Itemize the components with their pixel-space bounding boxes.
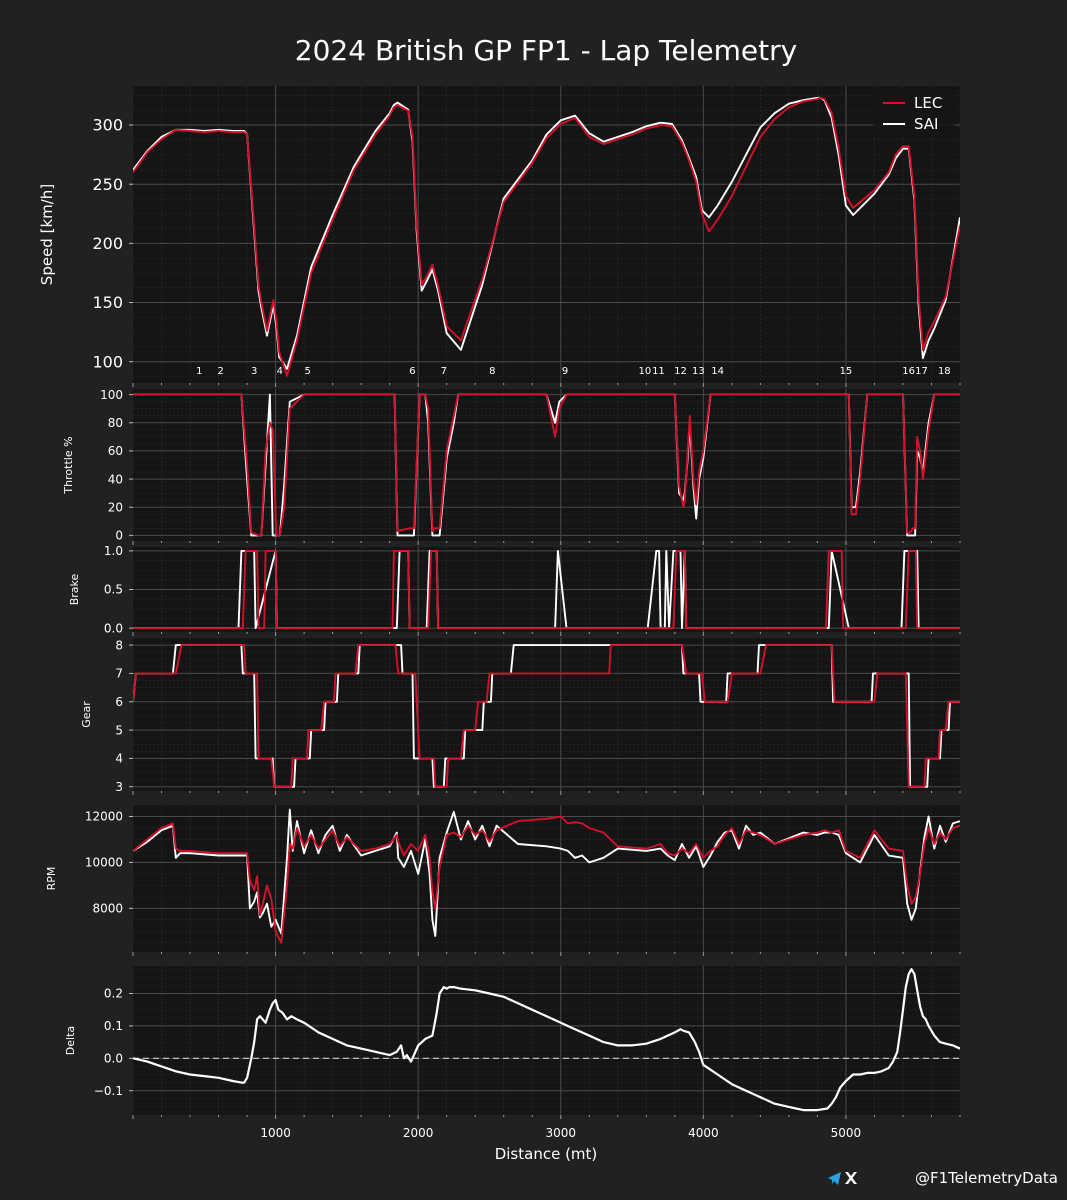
corner-label: 1 xyxy=(196,366,202,377)
x-logo-icon xyxy=(845,1172,857,1184)
y-tick-label: 60 xyxy=(108,444,123,458)
y-tick-label: 8 xyxy=(115,638,123,652)
delta-y-label: Delta xyxy=(64,1026,77,1055)
gear-series-lec-line xyxy=(133,644,960,788)
delta-panel: −0.1 0.0 0.1 0.2 Delta 1000 2000 3000 4000 5000 xyxy=(64,966,961,1140)
rpm-panel: 8000 10000 12000 RPM xyxy=(45,804,961,956)
y-tick-label: 7 xyxy=(115,667,123,681)
telegram-icon xyxy=(828,1172,841,1185)
y-tick-label: 12000 xyxy=(85,810,123,824)
delta-series-delta-line xyxy=(133,968,960,1112)
throttle-panel: 0 20 40 60 80 100 Throttle % xyxy=(62,388,961,545)
speed-series-lec-line xyxy=(133,96,960,377)
brake-y-label: Brake xyxy=(68,573,81,605)
gear-panel: 3 4 5 6 7 8 Gear xyxy=(80,637,961,795)
chart-title: 2024 British GP FP1 - Lap Telemetry xyxy=(295,34,797,67)
y-tick-label: 0.1 xyxy=(104,1019,123,1033)
watermark: @F1TelemetryData xyxy=(828,1169,1058,1187)
y-tick-label: 200 xyxy=(92,234,123,253)
y-tick-label: 100 xyxy=(92,352,123,371)
y-tick-label: 0.0 xyxy=(104,621,123,635)
y-tick-label: 4 xyxy=(115,752,123,766)
corner-label: 9 xyxy=(562,366,568,377)
rpm-series-sai-line xyxy=(133,808,960,937)
y-tick-label: 300 xyxy=(92,116,123,135)
x-axis-label: Distance (mt) xyxy=(495,1145,598,1163)
y-tick-label: 250 xyxy=(92,175,123,194)
corner-label: 11 xyxy=(652,366,665,377)
corner-label: 14 xyxy=(711,366,724,377)
speed-series-sai-line xyxy=(133,96,960,370)
y-tick-label: −0.1 xyxy=(94,1084,123,1098)
corner-label: 16 xyxy=(902,366,915,377)
corner-label: 8 xyxy=(489,366,495,377)
y-tick-label: 0.2 xyxy=(104,987,123,1001)
throttle-series-lec-line xyxy=(133,393,960,537)
corner-label: 18 xyxy=(938,366,951,377)
y-tick-label: 5 xyxy=(115,723,123,737)
y-tick-label: 0 xyxy=(115,529,123,543)
corner-label: 15 xyxy=(840,366,853,377)
y-tick-label: 100 xyxy=(100,388,123,402)
y-tick-label: 80 xyxy=(108,416,123,430)
y-tick-label: 0.5 xyxy=(104,583,123,597)
x-tick-label: 5000 xyxy=(831,1126,862,1140)
corner-label: 7 xyxy=(441,366,447,377)
x-tick-label: 1000 xyxy=(260,1126,291,1140)
corner-label: 10 xyxy=(639,366,652,377)
brake-panel: 0.0 0.5 1.0 Brake xyxy=(68,544,961,636)
speed-y-label: Speed [km/h] xyxy=(38,184,56,285)
corner-label: 17 xyxy=(915,366,928,377)
y-tick-label: 3 xyxy=(115,780,123,794)
x-tick-label: 2000 xyxy=(403,1126,434,1140)
legend-label-sai: SAI xyxy=(914,115,939,133)
y-tick-label: 6 xyxy=(115,695,123,709)
watermark-handle: @F1TelemetryData xyxy=(915,1169,1058,1187)
y-tick-label: 10000 xyxy=(85,856,123,870)
gear-y-label: Gear xyxy=(80,701,93,728)
brake-series-lec-line xyxy=(133,549,960,630)
legend-label-lec: LEC xyxy=(914,94,942,112)
corner-label: 4 xyxy=(277,366,283,377)
corner-label: 3 xyxy=(251,366,257,377)
delta-plot-area xyxy=(133,966,960,1115)
y-tick-label: 8000 xyxy=(92,902,123,916)
x-tick-label: 3000 xyxy=(545,1126,576,1140)
throttle-y-label: Throttle % xyxy=(62,436,75,494)
legend: LEC SAI xyxy=(873,89,955,137)
x-tick-label: 4000 xyxy=(688,1126,719,1140)
corner-label: 6 xyxy=(409,366,415,377)
y-tick-label: 20 xyxy=(108,500,123,514)
rpm-y-label: RPM xyxy=(45,867,58,891)
y-tick-label: 150 xyxy=(92,293,123,312)
y-tick-label: 1.0 xyxy=(104,544,123,558)
y-tick-label: 0.0 xyxy=(104,1052,123,1066)
y-tick-label: 40 xyxy=(108,472,123,486)
corner-label: 12 xyxy=(674,366,687,377)
corner-label: 2 xyxy=(218,366,224,377)
corner-label: 13 xyxy=(692,366,705,377)
corner-label: 5 xyxy=(304,366,310,377)
rpm-series-lec-line xyxy=(133,815,960,944)
